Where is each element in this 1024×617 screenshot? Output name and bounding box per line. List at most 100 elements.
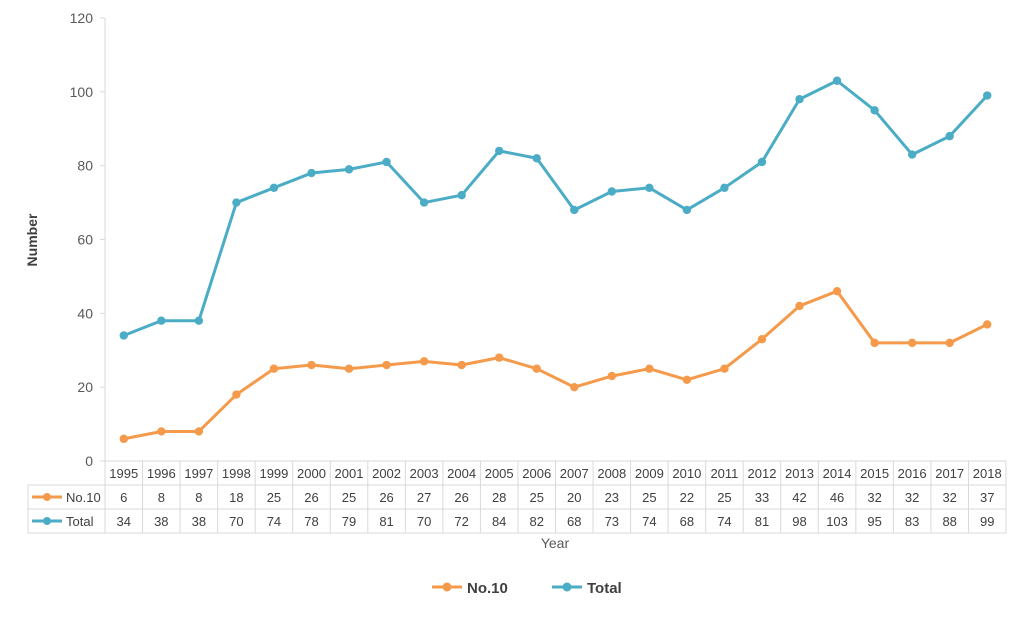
y-tick-label: 120 <box>70 10 94 26</box>
table-cell: 6 <box>120 490 127 505</box>
table-cell: 83 <box>905 514 919 529</box>
x-tick-label: 2002 <box>372 466 401 481</box>
data-table: 1995 1996 1997 1998 1999 2000 2001 2002 2003 2004… <box>27 460 1007 534</box>
data-point <box>307 360 316 370</box>
table-cell: 81 <box>755 514 769 529</box>
table-cell: 33 <box>755 490 769 505</box>
data-point <box>307 168 316 178</box>
table-cell: 38 <box>192 514 206 529</box>
data-point <box>232 198 241 207</box>
table-cell: 68 <box>567 514 581 529</box>
table-cell: 79 <box>342 514 356 529</box>
table-cell: 73 <box>605 514 619 529</box>
data-point <box>494 146 504 156</box>
data-point <box>795 95 804 104</box>
data-point <box>532 364 541 373</box>
table-cell: 34 <box>117 514 131 529</box>
x-tick-label: 2012 <box>748 466 777 481</box>
data-point <box>907 150 917 159</box>
data-point <box>945 131 954 141</box>
table-cell: 88 <box>942 514 956 529</box>
y-axis-title: Number <box>24 213 40 266</box>
x-tick-label: 1999 <box>259 466 288 481</box>
table-cell: 42 <box>792 490 806 505</box>
data-point <box>607 187 617 196</box>
data-point <box>157 316 166 325</box>
table-cell: 26 <box>304 490 318 505</box>
x-tick-label: 1996 <box>147 466 176 481</box>
x-tick-label: 2015 <box>860 466 889 481</box>
data-point <box>832 76 842 85</box>
data-point <box>194 316 204 325</box>
data-point <box>119 331 128 340</box>
table-cell: 28 <box>492 490 506 505</box>
data-point <box>194 427 204 436</box>
data-point <box>570 205 579 215</box>
data-point <box>570 382 579 392</box>
data-point <box>232 390 241 399</box>
data-point <box>682 205 692 215</box>
table-cell: 27 <box>417 490 431 505</box>
x-tick-label: 2003 <box>410 466 439 481</box>
x-tick-label: 2004 <box>447 466 476 481</box>
table-cell: 68 <box>680 514 694 529</box>
data-point <box>419 357 429 366</box>
y-tick-label: 20 <box>77 379 93 395</box>
data-point <box>607 371 617 381</box>
table-cell: 32 <box>942 490 956 505</box>
table-cell: 23 <box>605 490 619 505</box>
x-tick-label: 2009 <box>635 466 664 481</box>
data-point <box>757 334 767 344</box>
data-point <box>645 364 654 373</box>
y-tick-label: 100 <box>70 84 94 100</box>
table-cell: 32 <box>905 490 919 505</box>
table-cell: 25 <box>642 490 656 505</box>
table-cell: 78 <box>304 514 318 529</box>
data-point <box>344 165 354 174</box>
table-cell: 22 <box>680 490 694 505</box>
table-cell: 74 <box>267 514 281 529</box>
table-cell: 70 <box>417 514 431 529</box>
data-point <box>907 338 917 348</box>
table-legend-key-marker <box>43 493 51 501</box>
table-cell: 72 <box>454 514 468 529</box>
table-cell: 8 <box>195 490 202 505</box>
x-tick-label: 2014 <box>823 466 852 481</box>
x-tick-label: 2010 <box>672 466 701 481</box>
x-tick-label: 1995 <box>109 466 138 481</box>
data-point <box>119 434 128 444</box>
table-row-label: No.10 <box>66 490 101 505</box>
data-point <box>269 183 279 193</box>
data-point <box>983 91 992 100</box>
legend-key-marker <box>562 582 572 592</box>
table-legend-key-marker <box>43 517 51 525</box>
table-cell: 74 <box>642 514 656 529</box>
table-cell: 103 <box>826 514 848 529</box>
data-point <box>532 154 541 163</box>
x-tick-label: 1998 <box>222 466 251 481</box>
table-cell: 20 <box>567 490 581 505</box>
table-cell: 84 <box>492 514 506 529</box>
x-tick-label: 2013 <box>785 466 814 481</box>
data-point <box>945 338 954 348</box>
data-point <box>419 198 429 207</box>
table-cell: 26 <box>379 490 393 505</box>
data-point <box>870 106 879 115</box>
table-cell: 18 <box>229 490 243 505</box>
x-tick-label: 2018 <box>973 466 1002 481</box>
table-cell: 25 <box>267 490 281 505</box>
data-point <box>720 183 729 193</box>
x-tick-label: 2011 <box>710 466 738 481</box>
table-cell: 46 <box>830 490 844 505</box>
x-tick-label: 2017 <box>935 466 964 481</box>
table-cell: 98 <box>792 514 806 529</box>
x-tick-label: 2005 <box>485 466 514 481</box>
data-point <box>344 364 354 373</box>
chart-axes: 0 20 40 60 80 100 120 <box>70 10 106 469</box>
data-point <box>645 183 654 193</box>
table-cell: 8 <box>158 490 165 505</box>
data-point <box>682 375 692 384</box>
series-line-no-10 <box>123 289 988 441</box>
